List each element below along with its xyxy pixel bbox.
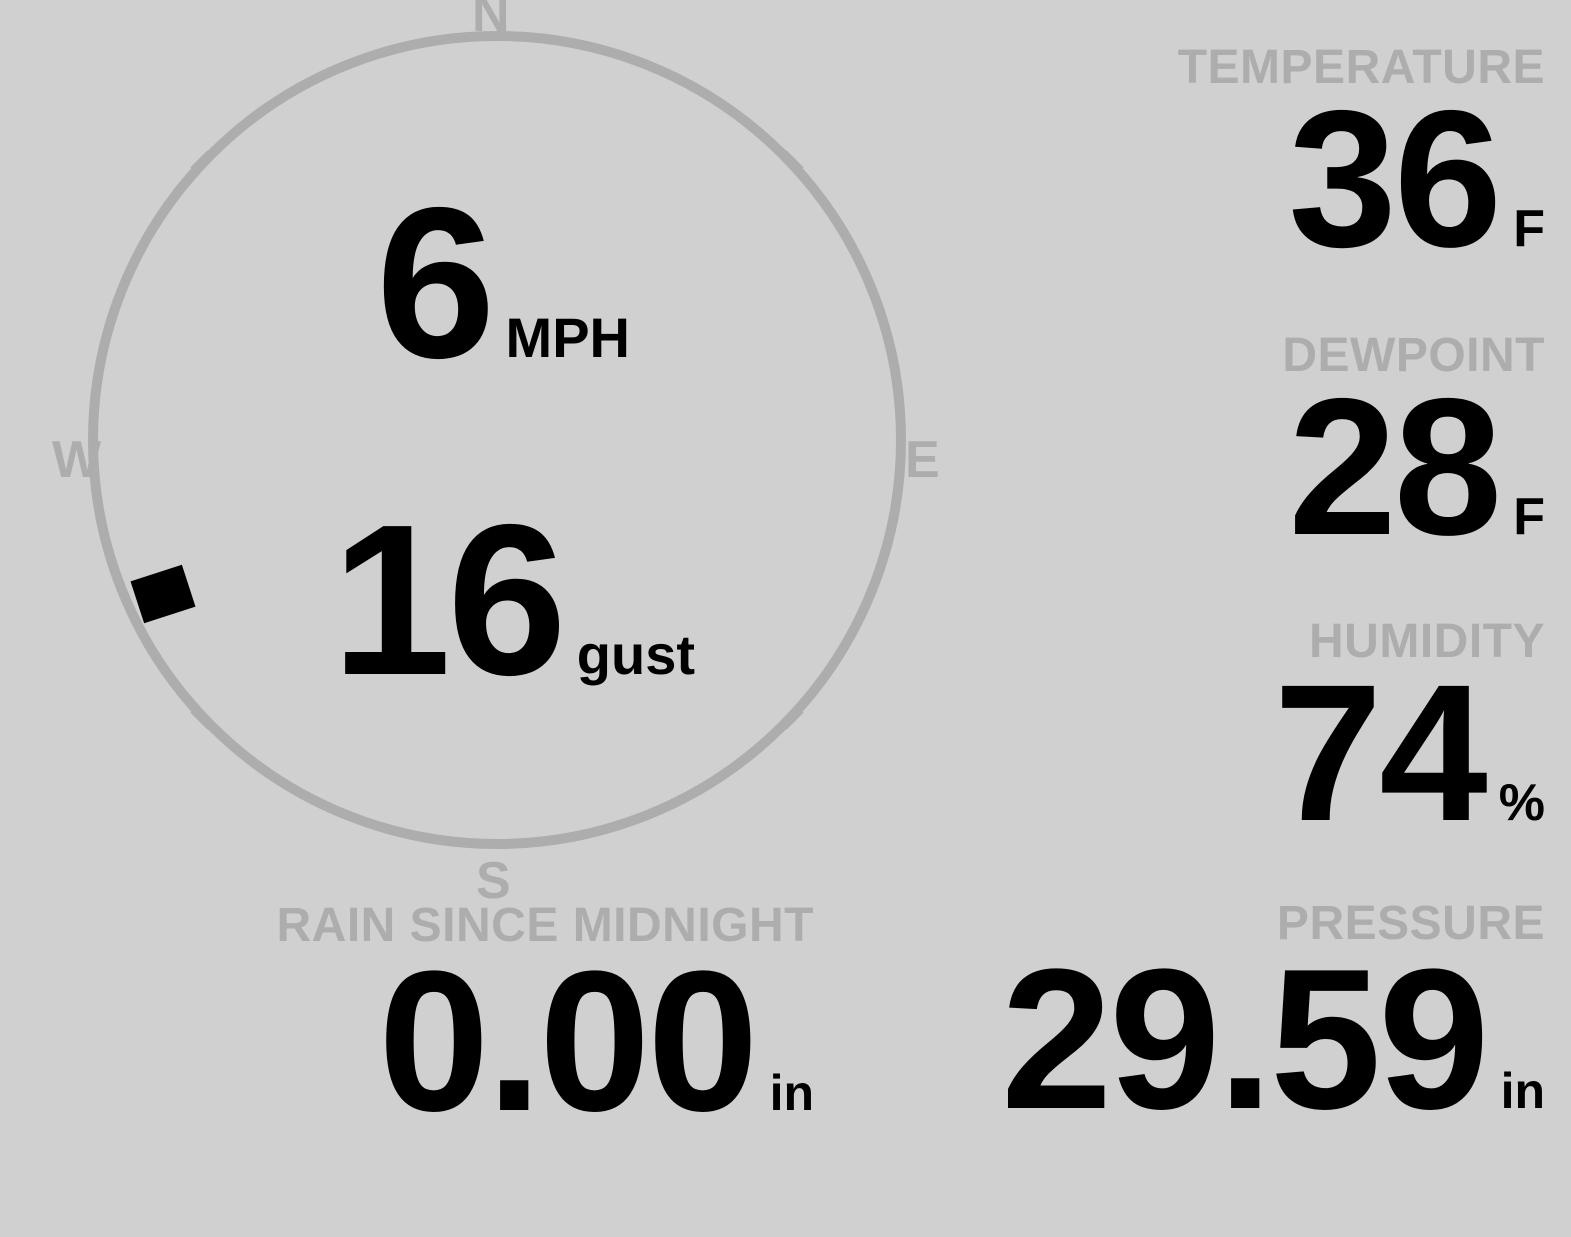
temperature-stat: TEMPERATURE 36 F: [1177, 41, 1545, 288]
dewpoint-value: 28: [1288, 358, 1502, 576]
temperature-label: TEMPERATURE: [1177, 41, 1545, 94]
pressure-value: 29.59: [1001, 928, 1489, 1151]
wind-speed-unit: MPH: [505, 306, 630, 369]
compass-tick-se: [780, 706, 804, 730]
wind-gust-readout: 16 gust: [110, 479, 695, 720]
compass-label-west: W: [52, 431, 102, 489]
pressure-unit: in: [1500, 1063, 1545, 1119]
compass-tick-group: [190, 150, 804, 730]
dewpoint-value-row: 28 F: [1282, 358, 1545, 576]
compass-label-east: E: [905, 431, 940, 489]
compass-tick-sw: [190, 706, 214, 730]
compass-label-south: S: [476, 852, 511, 910]
compass-tick-nw: [190, 150, 214, 174]
temperature-value-row: 36 F: [1178, 70, 1545, 288]
wind-direction-marker: [130, 564, 196, 624]
wind-gust-unit: gust: [576, 623, 695, 686]
temperature-unit: F: [1513, 200, 1545, 258]
rain-stat: RAIN SINCE MIDNIGHT 0.00 in: [214, 899, 815, 1153]
wind-gust-value: 16: [331, 479, 567, 720]
compass-ring-circle: [88, 31, 906, 849]
rain-value: 0.00: [378, 930, 758, 1153]
temperature-value: 36: [1288, 70, 1502, 288]
rain-value-row: 0.00 in: [214, 930, 814, 1153]
pressure-label: PRESSURE: [1276, 897, 1545, 950]
wind-direction-marker-square: [130, 564, 196, 624]
dewpoint-unit: F: [1513, 488, 1545, 546]
compass-dial: [88, 31, 906, 849]
humidity-label: HUMIDITY: [1309, 615, 1545, 668]
wind-speed-value: 6: [375, 162, 496, 403]
humidity-value-row: 74 %: [1273, 644, 1545, 862]
humidity-value: 74: [1273, 644, 1488, 862]
humidity-stat: HUMIDITY 74 %: [1273, 615, 1545, 862]
compass-label-north: N: [472, 0, 510, 43]
pressure-value-row: 29.59 in: [1001, 928, 1545, 1151]
wind-compass-panel: N E S W 6 MPH 16 gust: [0, 0, 990, 907]
pressure-stat: PRESSURE 29.59 in: [1001, 897, 1545, 1151]
dewpoint-label: DEWPOINT: [1282, 329, 1545, 382]
rain-unit: in: [769, 1065, 814, 1121]
compass-tick-ne: [780, 150, 804, 174]
humidity-unit: %: [1498, 774, 1545, 832]
rain-label: RAIN SINCE MIDNIGHT: [276, 899, 814, 952]
dewpoint-stat: DEWPOINT 28 F: [1282, 329, 1545, 576]
wind-speed-readout: 6 MPH: [150, 162, 630, 403]
